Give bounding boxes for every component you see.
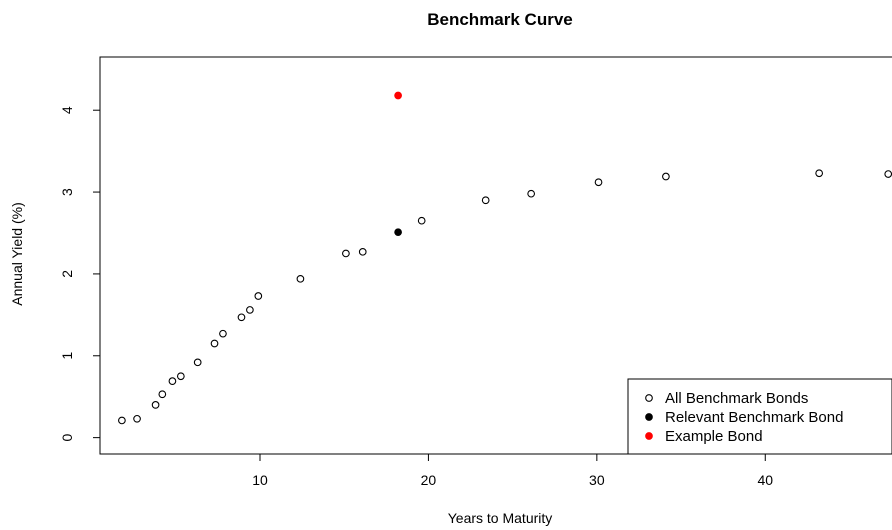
- all-benchmark-bonds-point: [118, 416, 126, 425]
- all-benchmark-bonds-point: [594, 178, 603, 187]
- legend-marker-example-bond: [645, 432, 653, 440]
- data-points: [118, 91, 892, 425]
- relevant-benchmark-bond-point: [394, 228, 402, 237]
- y-tick-label: 1: [59, 352, 75, 360]
- all-benchmark-bonds-point: [219, 329, 227, 338]
- y-tick-label: 4: [59, 106, 75, 114]
- x-axis: 10 20 30 40: [252, 453, 773, 488]
- legend-label-all-benchmark-bonds: All Benchmark Bonds: [665, 390, 808, 407]
- legend-label-example-bond: Example Bond: [665, 428, 763, 445]
- all-benchmark-bonds-point: [417, 216, 426, 225]
- all-benchmark-bonds-point: [133, 414, 141, 423]
- all-benchmark-bonds-point: [176, 372, 185, 381]
- x-tick-label: 10: [252, 472, 268, 488]
- y-axis-label: Annual Yield (%): [9, 202, 25, 306]
- example-bond-point: [394, 91, 402, 100]
- x-tick-label: 40: [757, 472, 773, 488]
- y-tick-label: 3: [59, 188, 75, 196]
- all-benchmark-bonds-point: [342, 249, 350, 258]
- all-benchmark-bonds-point: [481, 196, 490, 205]
- all-benchmark-bonds-point: [210, 339, 219, 348]
- all-benchmark-bonds-point: [193, 358, 202, 367]
- all-benchmark-bonds-point: [158, 390, 167, 399]
- all-benchmark-bonds-point: [246, 306, 254, 314]
- all-benchmark-bonds-point: [884, 170, 892, 178]
- legend-box: [627, 378, 892, 455]
- all-benchmark-bonds-point: [237, 313, 246, 322]
- all-benchmark-bonds-point: [296, 274, 305, 283]
- legend-label-relevant-benchmark-bond: Relevant Benchmark Bond: [665, 409, 843, 426]
- x-axis-label: Years to Maturity: [448, 510, 553, 526]
- all-benchmark-bonds-point: [662, 172, 670, 181]
- x-tick-label: 20: [421, 472, 437, 488]
- all-benchmark-bonds-point: [254, 292, 263, 300]
- x-tick-label: 30: [589, 472, 605, 488]
- all-benchmark-bonds-point: [527, 189, 536, 198]
- all-benchmark-bonds-point: [815, 169, 824, 178]
- chart-title: Benchmark Curve: [427, 10, 573, 29]
- all-benchmark-bonds-point: [151, 401, 160, 409]
- y-tick-label: 0: [59, 434, 75, 442]
- y-axis: 0 1 2 3 4: [59, 106, 101, 442]
- all-benchmark-bonds-point: [168, 377, 177, 385]
- legend: All Benchmark Bonds Relevant Benchmark Bo…: [627, 378, 892, 455]
- all-benchmark-bonds-point: [358, 247, 367, 256]
- legend-marker-all-benchmark-bonds: [645, 394, 653, 402]
- y-tick-label: 2: [59, 270, 75, 278]
- legend-marker-relevant-benchmark-bond: [645, 413, 653, 421]
